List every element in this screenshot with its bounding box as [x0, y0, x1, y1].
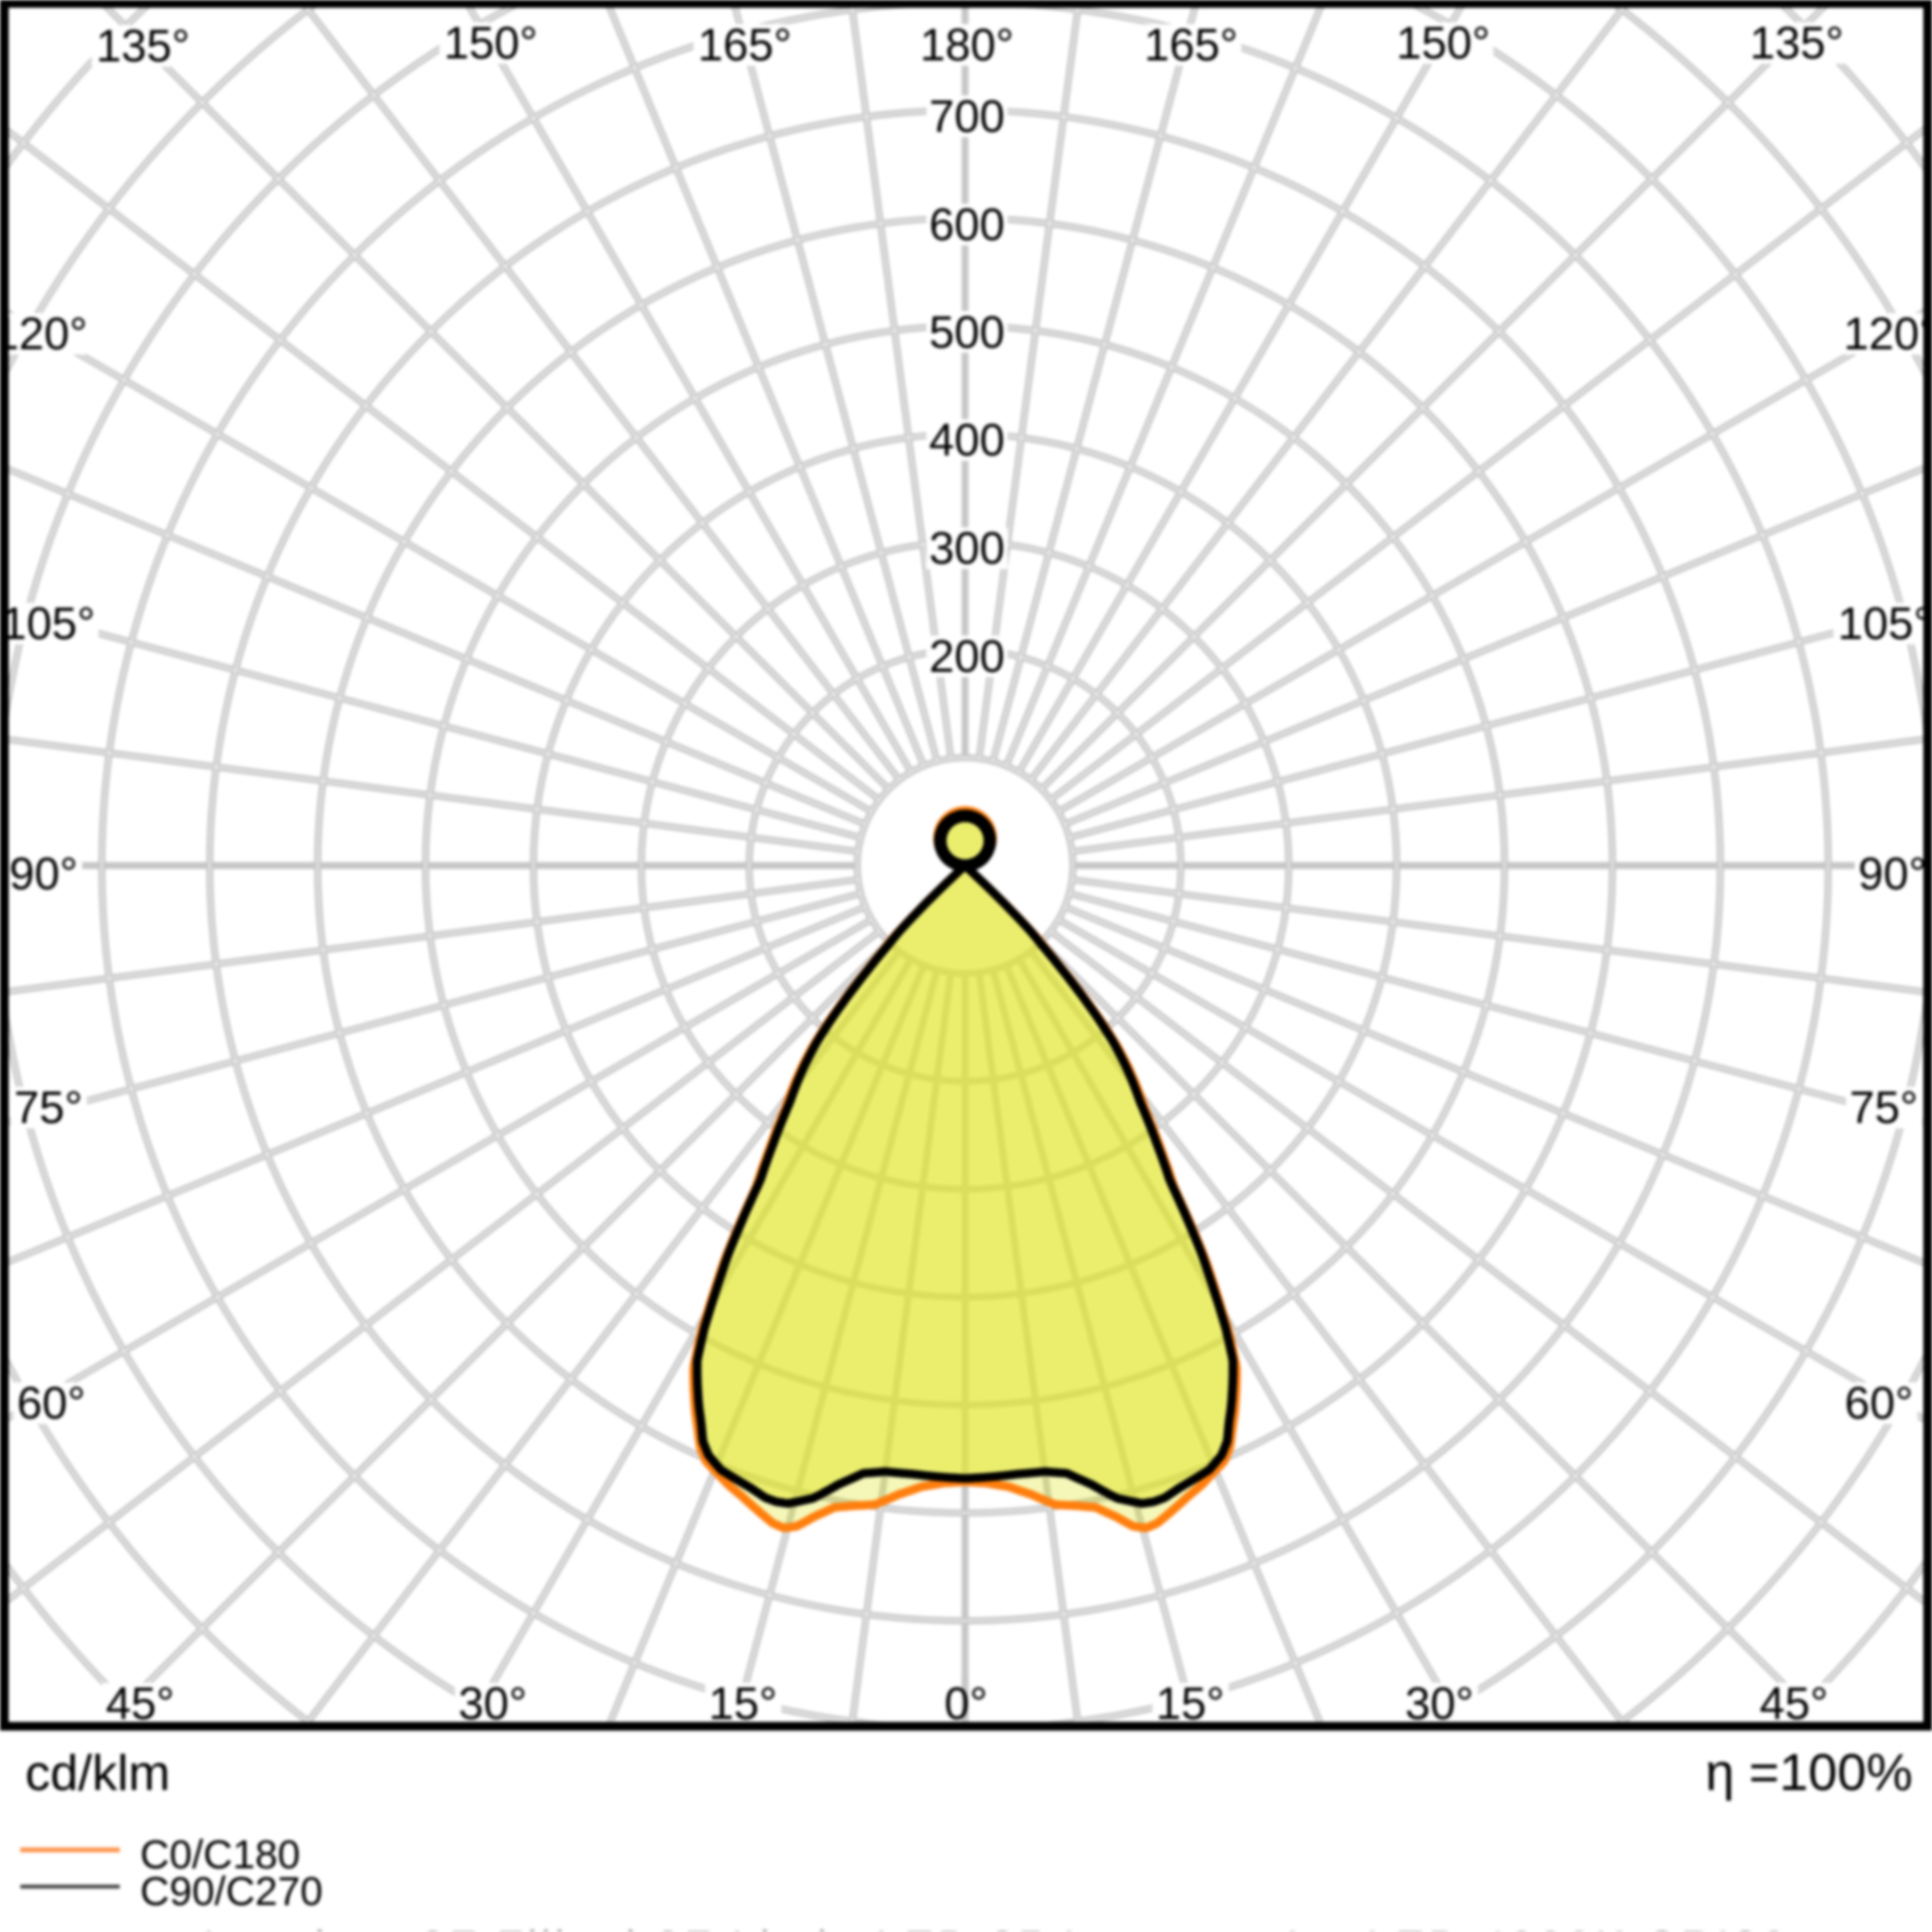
svg-text:700: 700	[929, 91, 1005, 142]
svg-text:15°: 15°	[708, 1678, 777, 1729]
svg-text:120°: 120°	[1843, 308, 1932, 359]
svg-text:15°: 15°	[1155, 1678, 1224, 1729]
svg-text:75°: 75°	[1849, 1082, 1918, 1133]
svg-text:45°: 45°	[105, 1678, 174, 1729]
svg-text:150°: 150°	[443, 17, 537, 69]
svg-text:C90/C270: C90/C270	[140, 1868, 323, 1914]
svg-text:90°: 90°	[1858, 848, 1926, 899]
svg-text:Leuchte: 3F Filippi 3F Linda L: Leuchte: 3F Filippi 3F Linda LED 35 Lamp…	[203, 1921, 1790, 1932]
svg-text:0°: 0°	[945, 1678, 988, 1729]
svg-text:200: 200	[929, 631, 1005, 682]
svg-text:60°: 60°	[16, 1378, 85, 1429]
svg-text:135°: 135°	[96, 20, 189, 71]
svg-text:60°: 60°	[1844, 1378, 1913, 1429]
svg-text:C0/C180: C0/C180	[140, 1832, 300, 1877]
svg-text:180°: 180°	[920, 19, 1013, 71]
svg-text:45°: 45°	[1759, 1678, 1828, 1729]
svg-text:400: 400	[929, 414, 1005, 466]
svg-text:30°: 30°	[1405, 1678, 1473, 1729]
svg-text:600: 600	[929, 199, 1005, 250]
svg-text:165°: 165°	[697, 19, 791, 71]
svg-text:75°: 75°	[14, 1082, 82, 1133]
svg-text:η =100%: η =100%	[1705, 1744, 1913, 1802]
svg-text:30°: 30°	[458, 1678, 526, 1729]
svg-text:120°: 120°	[0, 308, 88, 359]
svg-text:500: 500	[929, 306, 1005, 357]
svg-text:90°: 90°	[9, 848, 77, 899]
svg-text:105°: 105°	[1, 598, 95, 649]
svg-text:165°: 165°	[1144, 19, 1237, 71]
svg-text:135°: 135°	[1749, 17, 1843, 69]
svg-text:105°: 105°	[1837, 598, 1931, 649]
svg-text:300: 300	[929, 523, 1005, 574]
svg-text:150°: 150°	[1396, 17, 1490, 69]
svg-text:cd/klm: cd/klm	[25, 1746, 170, 1802]
